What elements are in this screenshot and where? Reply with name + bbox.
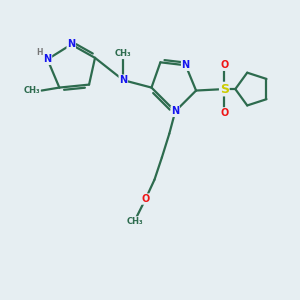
Text: O: O bbox=[141, 194, 150, 204]
Text: CH₃: CH₃ bbox=[115, 50, 132, 58]
Text: N: N bbox=[171, 106, 179, 116]
Text: O: O bbox=[220, 60, 228, 70]
Text: O: O bbox=[220, 108, 228, 118]
Text: H: H bbox=[36, 48, 42, 57]
Text: CH₃: CH₃ bbox=[23, 86, 40, 95]
Text: S: S bbox=[220, 82, 229, 96]
Text: N: N bbox=[119, 75, 127, 85]
Text: N: N bbox=[182, 60, 190, 70]
Text: N: N bbox=[67, 40, 75, 50]
Text: CH₃: CH₃ bbox=[127, 217, 143, 226]
Text: N: N bbox=[44, 54, 52, 64]
